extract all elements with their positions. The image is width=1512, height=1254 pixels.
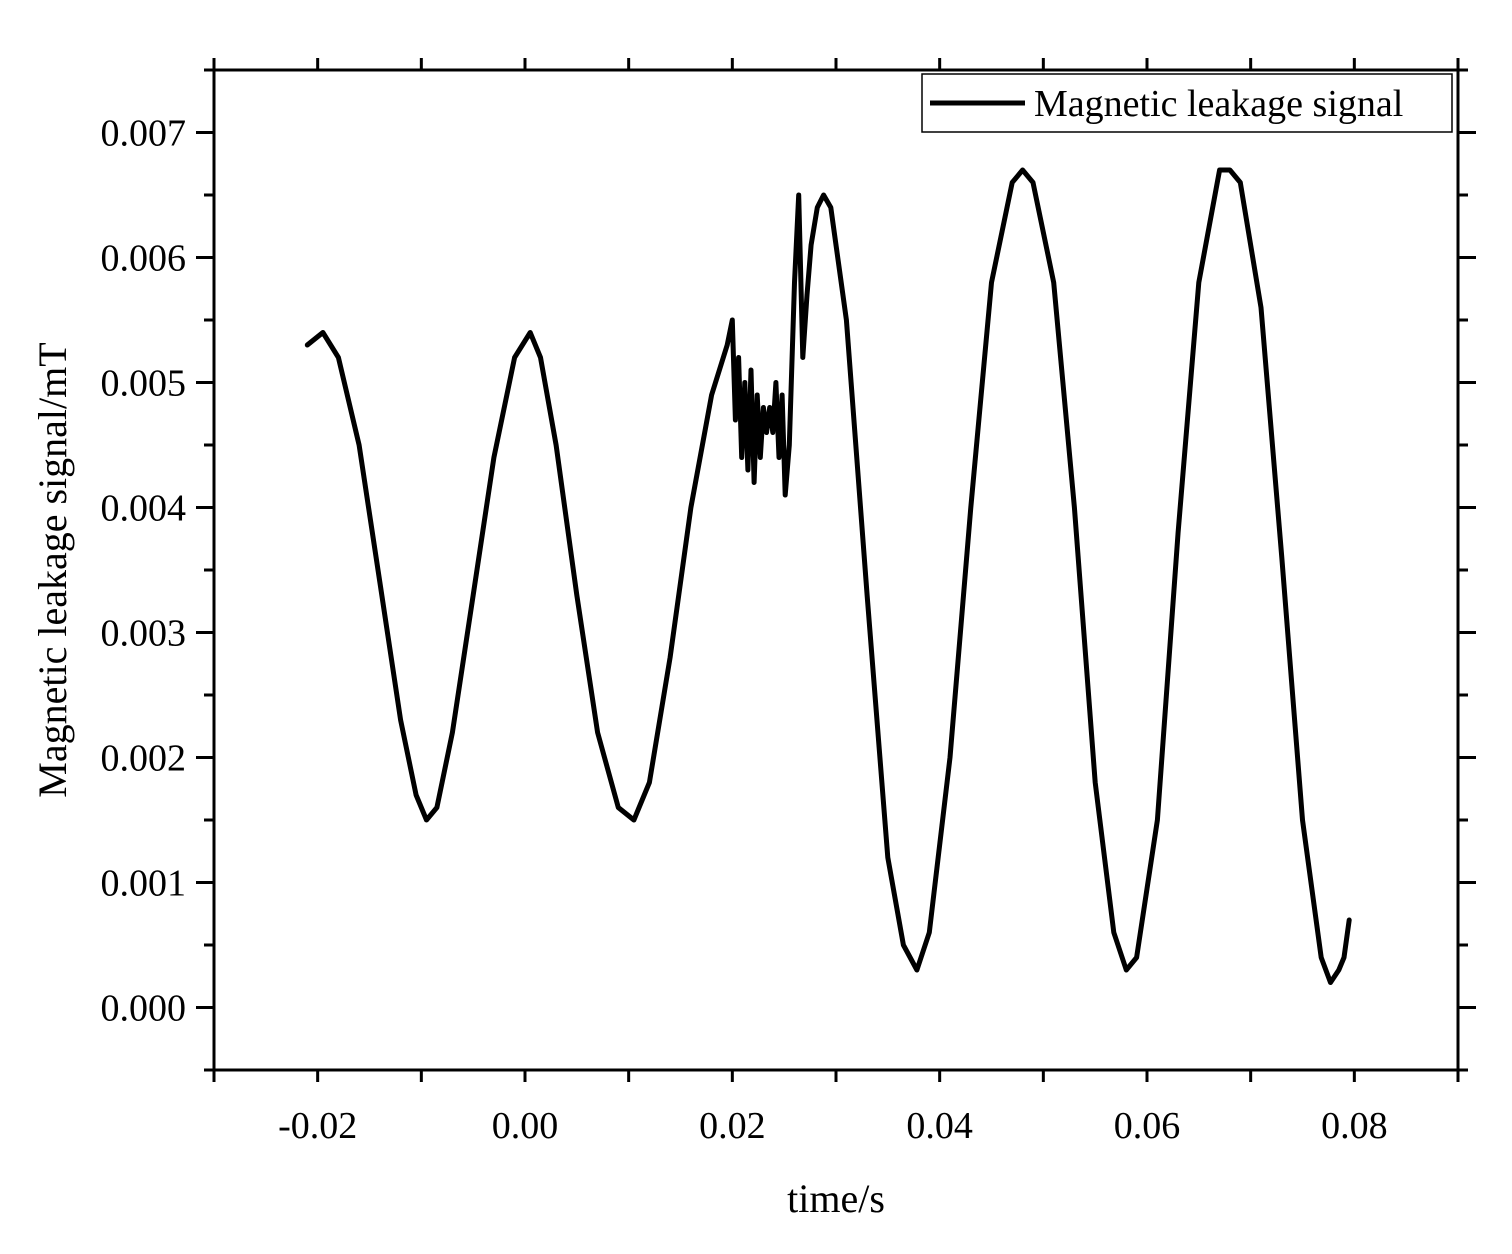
x-tick-label: 0.06 — [1114, 1105, 1181, 1147]
y-tick-label: 0.003 — [101, 613, 187, 655]
x-tick-label: 0.08 — [1321, 1105, 1388, 1147]
y-tick-label: 0.005 — [101, 363, 187, 405]
y-tick-label: 0.002 — [101, 738, 187, 780]
x-axis-title: time/s — [787, 1176, 885, 1221]
ticks-layer: -0.02 0.00 0.02 0.04 0.06 0.08 0.000 0.001 0.002… — [101, 58, 1476, 1147]
x-tick-label: 0.02 — [699, 1105, 766, 1147]
y-tick-label: 0.000 — [101, 988, 187, 1030]
plot-frame — [212, 68, 1460, 1072]
series-layer — [304, 167, 1352, 985]
legend: Magnetic leakage signal — [921, 73, 1453, 133]
x-tick-label: -0.02 — [278, 1105, 357, 1147]
series-line — [304, 167, 1352, 985]
legend-label: Magnetic leakage signal — [1034, 83, 1403, 125]
x-tick-label: 0.00 — [492, 1105, 559, 1147]
y-tick-label: 0.004 — [101, 488, 187, 530]
y-axis-title: Magnetic leakage signal/mT — [30, 342, 75, 797]
x-tick-label: 0.04 — [906, 1105, 973, 1147]
y-tick-label: 0.001 — [101, 863, 187, 905]
y-tick-label: 0.006 — [101, 238, 187, 280]
y-tick-label: 0.007 — [101, 113, 187, 155]
